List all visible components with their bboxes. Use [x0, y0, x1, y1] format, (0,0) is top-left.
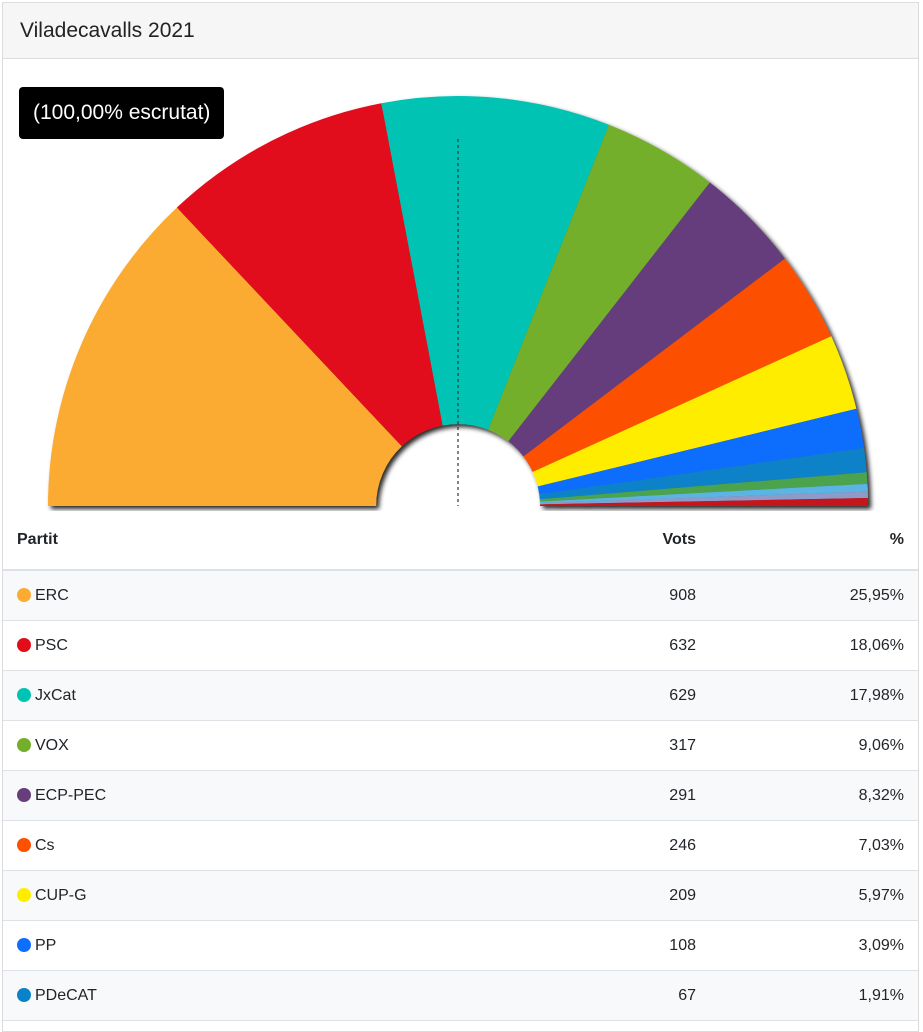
card-title: Viladecavalls 2021 — [3, 3, 918, 59]
party-color-dot — [17, 987, 31, 1002]
party-cell: ERC — [3, 570, 562, 621]
votes-column-header[interactable]: Vots — [562, 511, 710, 571]
party-color-dot — [17, 937, 31, 952]
party-name: PP — [35, 936, 57, 954]
party-color-dot — [17, 787, 31, 802]
percent-cell: 5,97% — [710, 870, 918, 921]
party-color-dot — [17, 687, 31, 702]
party-cell: JxCat — [3, 670, 562, 721]
party-color-dot — [17, 637, 31, 652]
table-row: PP 108 3,09% — [3, 920, 918, 971]
party-cell: PSC — [3, 620, 562, 671]
party-cell: PP — [3, 920, 562, 971]
votes-cell: 908 — [562, 570, 710, 621]
slice-psc[interactable] — [176, 103, 443, 447]
party-cell: Cs — [3, 820, 562, 871]
hemicycle-slices — [48, 96, 868, 506]
percent-cell: 18,06% — [710, 620, 918, 671]
percent-cell: 1,91% — [710, 970, 918, 1021]
slice-cup-g[interactable] — [532, 336, 857, 487]
votes-cell: 108 — [562, 920, 710, 971]
slice-pp[interactable] — [537, 408, 864, 495]
votes-cell: 67 — [562, 970, 710, 1021]
counted-badge: (100,00% escrutat) — [19, 87, 225, 139]
percent-cell: 25,95% — [710, 570, 918, 621]
party-name: PSC — [35, 636, 68, 654]
slice-pdecat[interactable] — [539, 447, 867, 500]
votes-cell: 246 — [562, 820, 710, 871]
party-color-dot — [17, 587, 31, 602]
party-name: ERC — [35, 586, 69, 604]
party-name: JxCat — [35, 686, 76, 704]
slice-erc[interactable] — [48, 207, 402, 506]
votes-cell: 632 — [562, 620, 710, 671]
slice-other[interactable] — [539, 491, 868, 505]
votes-cell: 629 — [562, 670, 710, 721]
table-row: VOX 317 9,06% — [3, 720, 918, 771]
table-row: PSC 632 18,06% — [3, 620, 918, 671]
hemicycle-svg — [48, 96, 868, 506]
slice-other[interactable] — [539, 472, 868, 502]
hemicycle-chart: (100,00% escrutat) — [3, 59, 918, 511]
party-color-dot — [17, 837, 31, 852]
party-cell: VOX — [3, 720, 562, 771]
party-cell: PDeCAT — [3, 970, 562, 1021]
table-row: Cs 246 7,03% — [3, 820, 918, 871]
party-cell: ECP-PEC — [3, 770, 562, 821]
table-row: ECP-PEC 291 8,32% — [3, 770, 918, 821]
table-row: JxCat 629 17,98% — [3, 670, 918, 721]
party-column-header[interactable]: Partit — [3, 511, 562, 571]
party-color-dot — [17, 887, 31, 902]
percent-cell: 8,32% — [710, 770, 918, 821]
party-color-dot — [17, 737, 31, 752]
percent-cell: 3,09% — [710, 920, 918, 971]
slice-jxcat[interactable] — [381, 96, 609, 430]
slice-vox[interactable] — [488, 124, 710, 442]
table-row: ERC 908 25,95% — [3, 570, 918, 621]
slice-other[interactable] — [539, 498, 868, 506]
slice-ecp-pec[interactable] — [508, 182, 785, 457]
results-table: Partit Vots % ERC 908 25,95% PSC 632 18,06% Jx… — [3, 511, 918, 1021]
percent-column-header[interactable]: % — [710, 511, 918, 571]
party-name: ECP-PEC — [35, 786, 107, 804]
party-name: Cs — [35, 836, 55, 854]
votes-cell: 291 — [562, 770, 710, 821]
party-name: VOX — [35, 736, 69, 754]
percent-cell: 9,06% — [710, 720, 918, 771]
table-header-row: Partit Vots % — [3, 511, 918, 571]
party-cell: CUP-G — [3, 870, 562, 921]
percent-cell: 17,98% — [710, 670, 918, 721]
votes-cell: 317 — [562, 720, 710, 771]
table-row: CUP-G 209 5,97% — [3, 870, 918, 921]
slice-cs[interactable] — [523, 258, 832, 473]
votes-cell: 209 — [562, 870, 710, 921]
party-name: CUP-G — [35, 886, 87, 904]
table-body: ERC 908 25,95% PSC 632 18,06% JxCat 629 17,98% VO… — [3, 570, 918, 1021]
slice-other[interactable] — [539, 483, 868, 504]
party-name: PDeCAT — [35, 986, 97, 1004]
table-row: PDeCAT 67 1,91% — [3, 970, 918, 1021]
percent-cell: 7,03% — [710, 820, 918, 871]
